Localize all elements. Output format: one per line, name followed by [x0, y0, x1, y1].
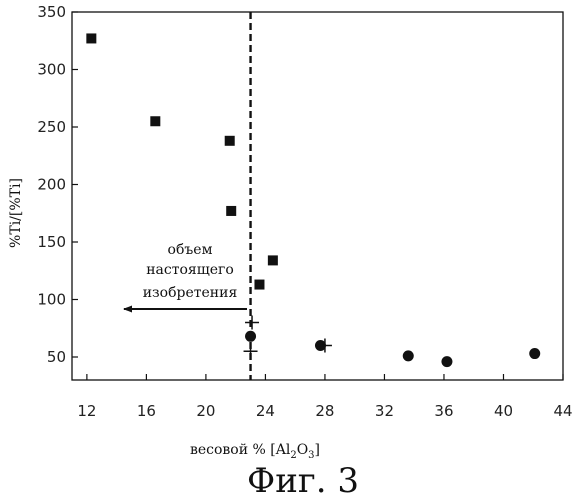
- y-tick-label: 300: [37, 61, 66, 79]
- x-tick-label: 28: [315, 402, 334, 420]
- y-tick-label: 100: [37, 291, 66, 309]
- square-point: [254, 280, 264, 290]
- y-tick-label: 250: [37, 118, 66, 136]
- annotation-line-1: объем: [168, 242, 213, 258]
- y-tick-label: 350: [37, 3, 66, 21]
- plus-point: [245, 316, 259, 330]
- square-point: [225, 136, 235, 146]
- plot-frame: [72, 12, 563, 380]
- x-tick-label: 40: [494, 402, 513, 420]
- square-point: [86, 33, 96, 43]
- figure-caption: Фиг. 3: [247, 461, 359, 500]
- square-point: [150, 116, 160, 126]
- x-tick-label: 36: [434, 402, 453, 420]
- circle-point: [245, 331, 256, 342]
- circle-point: [529, 348, 540, 359]
- y-tick-label: 50: [47, 348, 66, 366]
- x-tick-label: 12: [77, 402, 96, 420]
- x-tick-label: 24: [256, 402, 275, 420]
- data-points: [86, 33, 540, 367]
- circle-point: [403, 350, 414, 361]
- annotation-line-2: настоящего: [146, 262, 234, 278]
- annotation-arrow-head: [123, 306, 132, 313]
- annotation-line-3: изобретения: [143, 285, 238, 301]
- x-axis-title: весовой % [Al2O3]: [190, 442, 320, 461]
- square-point: [268, 255, 278, 265]
- y-tick-label: 200: [37, 176, 66, 194]
- x-tick-label: 44: [553, 402, 572, 420]
- plus-point: [244, 344, 258, 358]
- x-tick-label: 20: [196, 402, 215, 420]
- x-axis-ticks: 12 16 20 24 28 32 36 40 44: [77, 374, 572, 420]
- y-tick-label: 150: [37, 233, 66, 251]
- x-tick-label: 16: [137, 402, 156, 420]
- square-point: [226, 206, 236, 216]
- x-tick-label: 32: [375, 402, 394, 420]
- circle-point: [441, 356, 452, 367]
- y-axis-title: %Ti/[%Ti]: [8, 178, 24, 248]
